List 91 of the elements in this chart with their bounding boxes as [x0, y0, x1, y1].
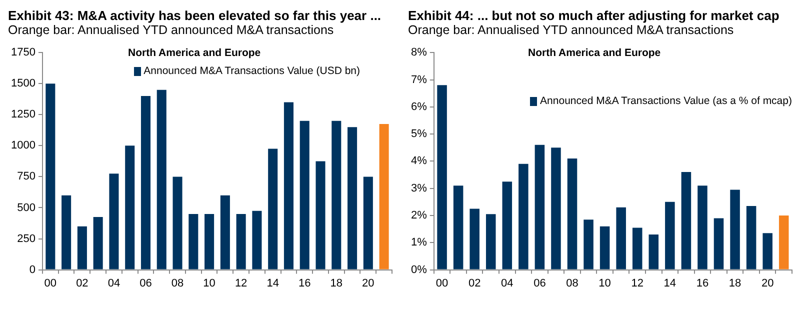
bar [437, 85, 447, 270]
bar [348, 127, 358, 270]
x-tick-label: 16 [298, 277, 311, 290]
y-tick-label: 5% [410, 128, 428, 140]
x-tick-label: 14 [266, 277, 279, 290]
legend-label: Announced M&A Transactions Value (as a % of mcap) [540, 95, 792, 107]
annotation: North America and Europe [128, 47, 261, 59]
bar [316, 161, 326, 270]
y-tick-label: 1500 [10, 78, 36, 90]
x-tick-label: 00 [436, 277, 448, 290]
x-tick-label: 10 [203, 277, 216, 290]
x-tick-label: 08 [171, 277, 184, 290]
x-tick-label: 02 [76, 277, 88, 290]
bar [125, 146, 135, 270]
bar [714, 218, 724, 270]
legend-label: Announced M&A Transactions Value (USD bn) [144, 65, 360, 77]
bar [518, 164, 528, 270]
y-tick-label: 500 [17, 202, 36, 214]
bar [584, 220, 594, 270]
bar [284, 102, 294, 270]
y-tick-label: 1250 [10, 108, 36, 121]
x-tick-label: 06 [140, 277, 152, 290]
x-tick-label: 00 [44, 277, 57, 290]
y-tick-label: 1750 [10, 46, 36, 59]
bar [332, 120, 342, 270]
y-tick-label: 4% [410, 155, 428, 168]
chart-title: Exhibit 43: M&A activity has been elevated so far this year ... [8, 8, 382, 23]
bar [534, 144, 545, 270]
x-tick-label: 04 [501, 277, 514, 290]
x-tick-label: 08 [566, 277, 578, 290]
bar [470, 208, 480, 270]
bar [62, 195, 72, 270]
bar [486, 214, 496, 270]
bar [665, 202, 675, 270]
x-tick-label: 02 [468, 277, 481, 290]
bar [453, 186, 464, 270]
x-tick-label: 14 [664, 277, 676, 290]
x-tick-label: 06 [534, 277, 546, 290]
bar [762, 233, 772, 270]
y-tick-label: 2% [410, 210, 428, 222]
bar [300, 120, 310, 270]
x-tick-label: 12 [631, 277, 644, 290]
y-tick-label: 250 [17, 232, 36, 245]
bar [502, 182, 512, 270]
bar [730, 190, 740, 270]
bar [600, 226, 610, 270]
chart-subtitle: Orange bar: Annualised YTD announced M&A transactions [8, 23, 335, 37]
y-tick-label: 1000 [10, 140, 36, 152]
bar [698, 186, 708, 270]
bar [77, 226, 87, 270]
x-tick-label: 04 [108, 277, 120, 290]
bar [268, 148, 278, 270]
bar [46, 84, 56, 270]
x-tick-label: 16 [696, 277, 709, 290]
x-tick-label: 20 [362, 277, 374, 290]
x-tick-label: 12 [234, 277, 248, 290]
y-tick-label: 8% [410, 46, 428, 59]
bar [379, 124, 389, 270]
bar [632, 228, 642, 270]
x-tick-label: 18 [330, 277, 343, 290]
y-tick-label: 750 [17, 170, 36, 183]
bar [204, 214, 214, 270]
x-tick-label: 18 [728, 277, 742, 290]
y-tick-label: 3% [410, 182, 428, 194]
x-tick-label: 20 [761, 277, 774, 290]
annotation: North America and Europe [528, 47, 661, 59]
y-tick-label: 6% [410, 100, 428, 113]
bar [778, 216, 789, 270]
bar [567, 158, 578, 270]
bar [551, 148, 561, 270]
bar [648, 234, 659, 270]
bar [616, 207, 626, 270]
x-tick-label: 10 [598, 277, 611, 290]
y-tick-label: 0% [410, 264, 428, 276]
bar [140, 96, 151, 270]
bar [681, 172, 692, 270]
bar [220, 195, 230, 270]
bar [156, 90, 166, 270]
chart-title: Exhibit 44: ... but not so much after adjusting for market cap [408, 8, 780, 23]
y-tick-label: 0 [29, 264, 36, 276]
bar [252, 210, 262, 270]
y-tick-label: 1% [410, 236, 428, 249]
bar [363, 176, 373, 270]
bar [109, 174, 119, 270]
y-tick-label: 7% [410, 74, 428, 86]
bar [93, 217, 103, 270]
bar [188, 214, 198, 270]
bar [746, 206, 756, 270]
bar [236, 214, 246, 270]
bar [172, 176, 182, 270]
chart-subtitle: Orange bar: Annualised YTD announced M&A transactions [408, 23, 735, 37]
